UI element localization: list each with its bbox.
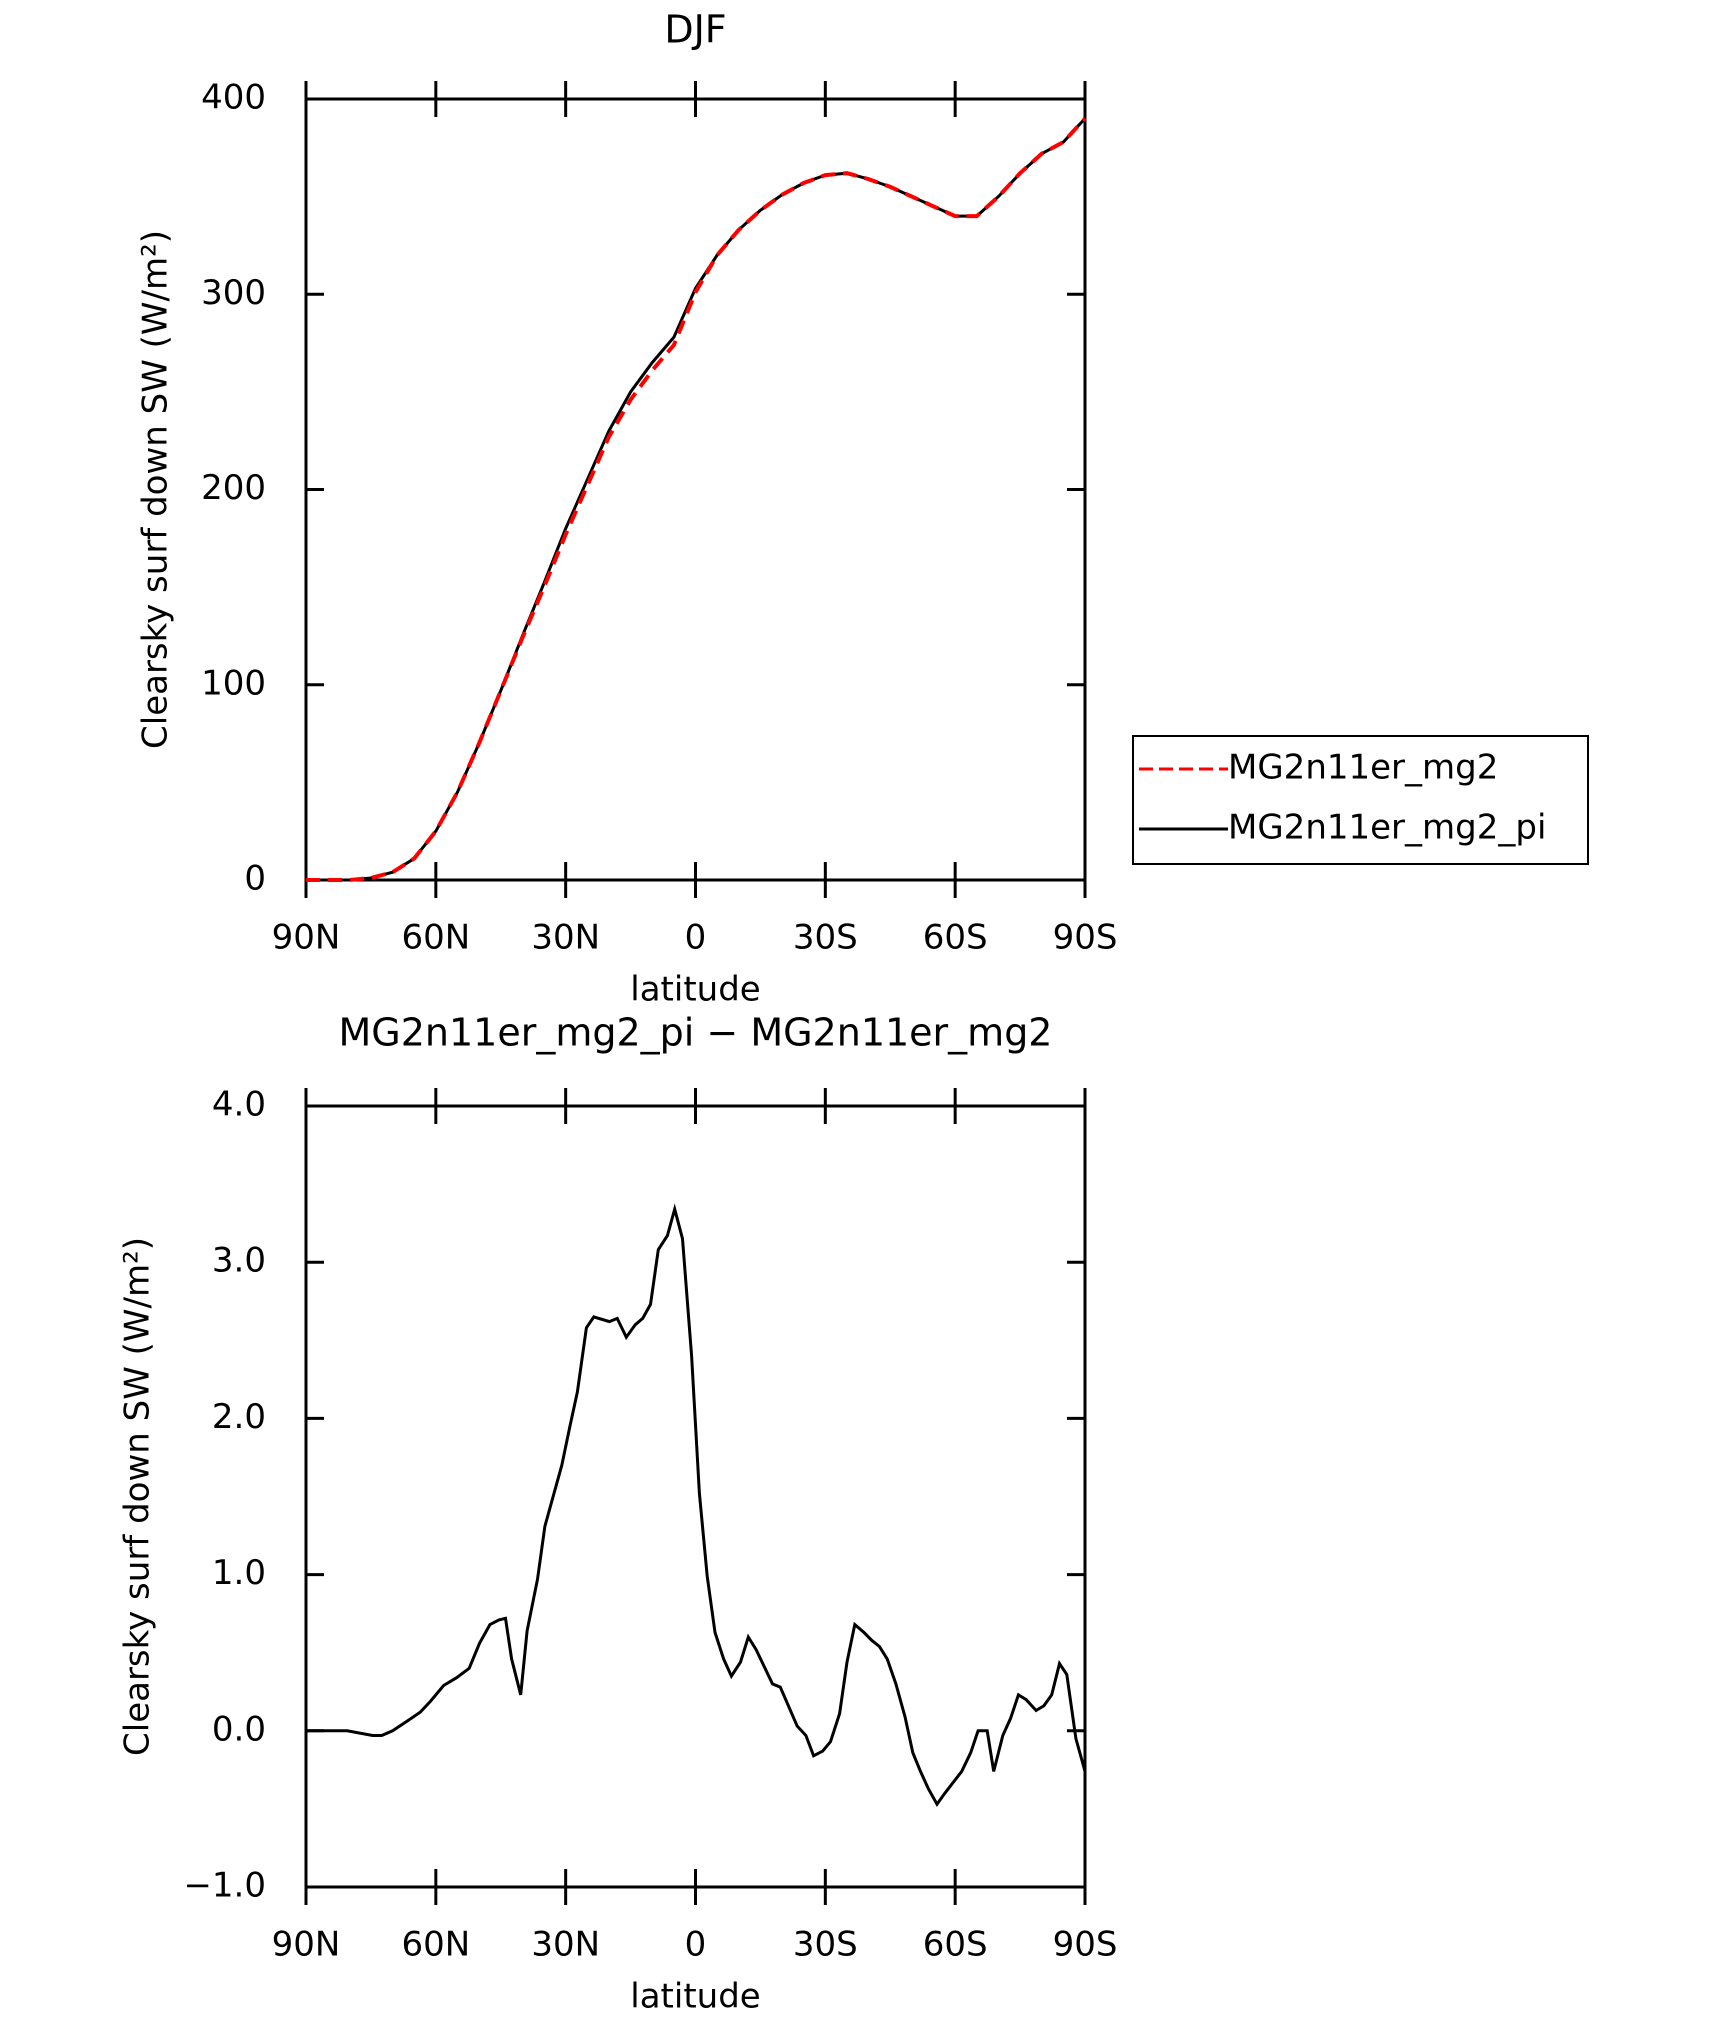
y-axis-label: Clearsky surf down SW (W/m²): [136, 230, 176, 749]
x-tick-label: 60N: [401, 1925, 470, 1965]
x-tick-label: 0: [685, 1925, 707, 1965]
x-tick-label: 60S: [923, 918, 988, 958]
x-tick-label: 60S: [923, 1925, 988, 1965]
y-tick-label: 4.0: [212, 1085, 266, 1125]
y-tick-label: 3.0: [212, 1241, 266, 1281]
x-tick-label: 90N: [272, 918, 341, 958]
x-tick-label: 30N: [531, 918, 600, 958]
x-tick-label: 60N: [401, 918, 470, 958]
y-tick-label: 300: [201, 273, 266, 313]
y-tick-label: −1.0: [183, 1866, 266, 1906]
chart-title: DJF: [664, 8, 726, 52]
y-tick-label: 2.0: [212, 1397, 266, 1437]
x-tick-label: 90S: [1053, 1925, 1118, 1965]
y-tick-label: 100: [201, 663, 266, 703]
y-tick-label: 200: [201, 468, 266, 508]
x-axis-label: latitude: [630, 970, 760, 1010]
x-tick-label: 0: [685, 918, 707, 958]
legend-box: [1132, 735, 1589, 865]
legend-label: MG2n11er_mg2: [1228, 748, 1498, 788]
x-tick-label: 30S: [793, 918, 858, 958]
x-tick-label: 30S: [793, 1925, 858, 1965]
y-axis-label: Clearsky surf down SW (W/m²): [118, 1237, 158, 1756]
y-tick-label: 1.0: [212, 1553, 266, 1593]
data-line: [306, 117, 1087, 882]
data-line: [306, 1203, 1087, 1807]
data-line: [306, 117, 1087, 882]
chart-title: MG2n11er_mg2_pi − MG2n11er_mg2: [338, 1011, 1052, 1055]
x-tick-label: 30N: [531, 1925, 600, 1965]
legend-label: MG2n11er_mg2_pi: [1228, 808, 1546, 848]
plot-frame: [304, 1104, 1087, 1889]
y-tick-label: 0: [244, 859, 266, 899]
x-tick-label: 90S: [1053, 918, 1118, 958]
x-tick-label: 90N: [272, 1925, 341, 1965]
y-tick-label: 400: [201, 78, 266, 118]
y-tick-label: 0.0: [212, 1709, 266, 1749]
x-axis-label: latitude: [630, 1977, 760, 2017]
